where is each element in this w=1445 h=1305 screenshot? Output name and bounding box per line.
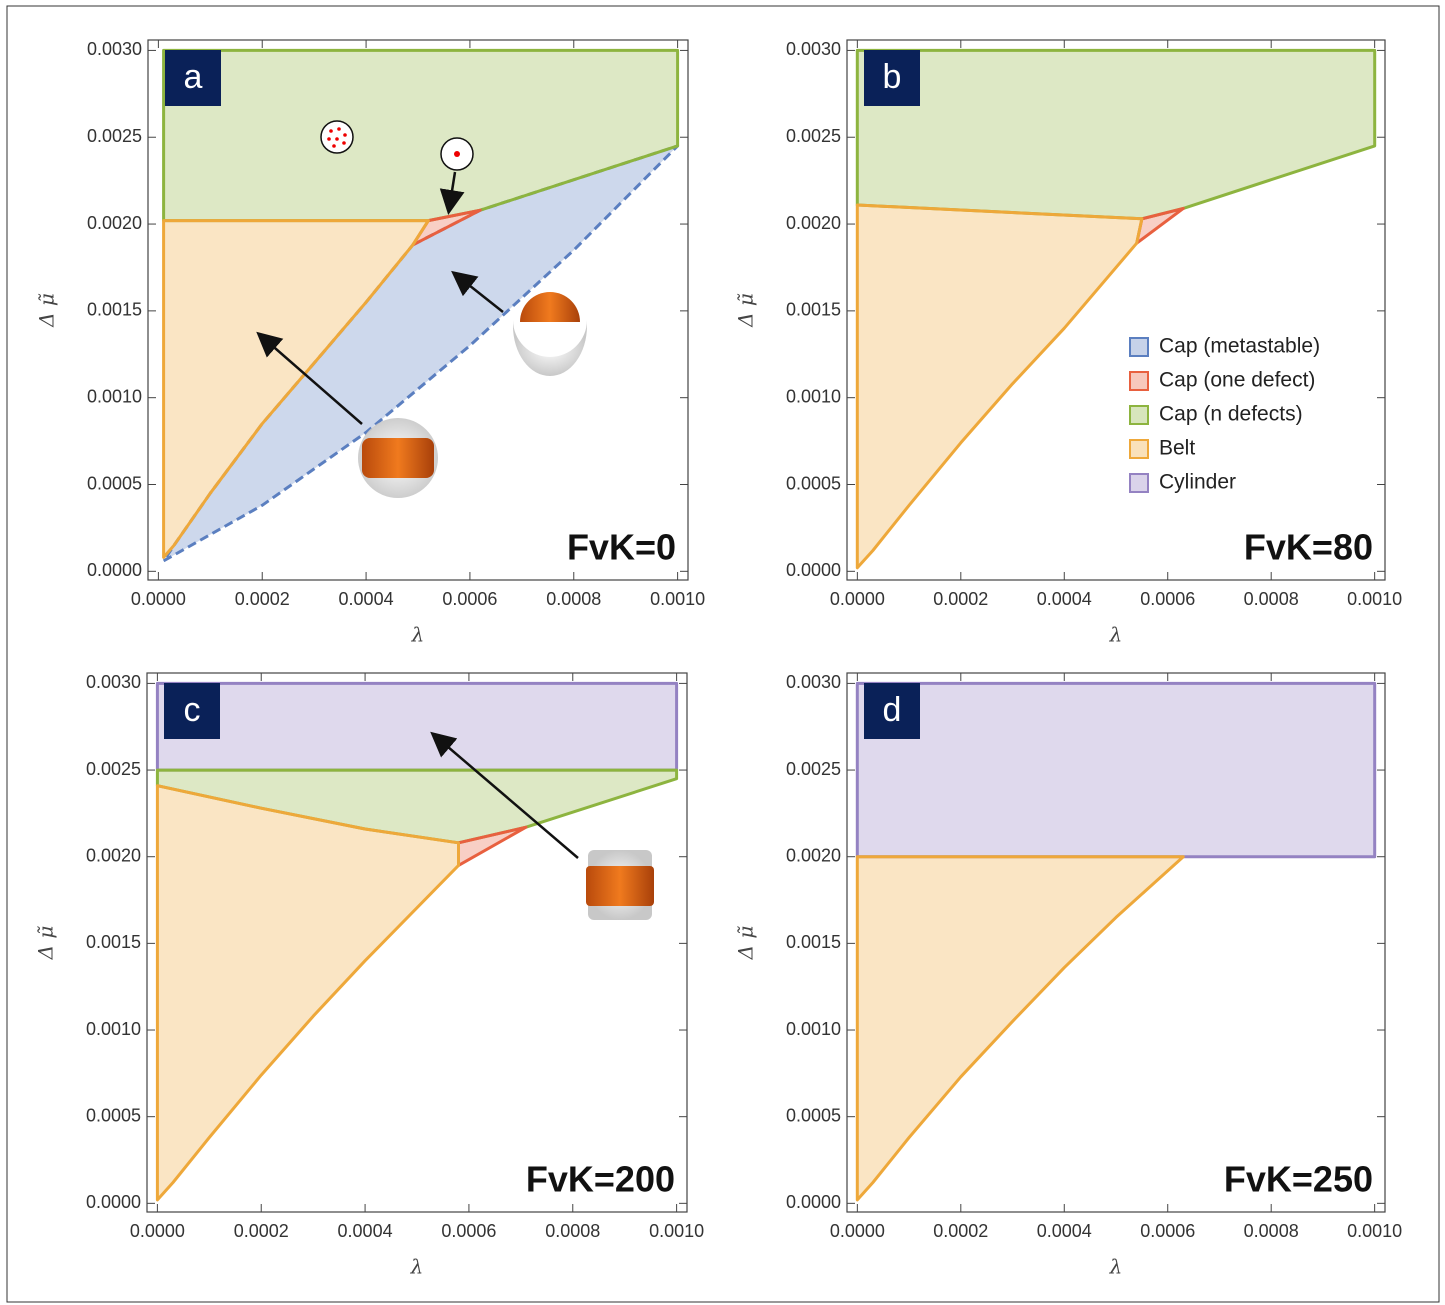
annotation: FvK=80 (1244, 527, 1373, 568)
x-tick-label: 0.0000 (130, 1221, 185, 1241)
y-tick-label: 0.0020 (86, 845, 141, 865)
legend-swatch (1130, 474, 1148, 492)
y-tick-label: 0.0005 (786, 473, 841, 493)
x-axis-label: λ (1109, 623, 1123, 647)
y-tick-label: 0.0010 (786, 386, 841, 406)
y-tick-label: 0.0000 (86, 1192, 141, 1212)
y-tick-label: 0.0030 (786, 672, 841, 692)
belt-inset (362, 438, 434, 478)
y-tick-label: 0.0030 (786, 39, 841, 59)
x-tick-label: 0.0002 (235, 589, 290, 609)
x-tick-label: 0.0010 (649, 1221, 704, 1241)
x-tick-label: 0.0006 (442, 589, 497, 609)
y-tick-label: 0.0015 (786, 932, 841, 952)
y-axis-label: Δ μ̃ (35, 293, 59, 328)
legend-label: Cap (n defects) (1159, 403, 1303, 426)
legend-label: Cap (one defect) (1159, 369, 1315, 392)
legend-swatch (1130, 440, 1148, 458)
x-tick-label: 0.0002 (933, 589, 988, 609)
x-axis-label: λ (411, 623, 425, 647)
belt-inset (586, 866, 654, 906)
phase-region (857, 857, 1183, 1200)
x-tick-label: 0.0004 (1037, 1221, 1092, 1241)
panel: 0.0000 0.0002 0.0004 0.0006 0.0008 0.0010 0.00… (35, 39, 706, 646)
y-tick-label: 0.0020 (786, 213, 841, 233)
panel: 0.0000 0.0002 0.0004 0.0006 0.0008 0.0010 0.00… (734, 39, 1403, 646)
y-tick-label: 0.0020 (786, 845, 841, 865)
y-tick-label: 0.0015 (87, 300, 142, 320)
legend-label: Belt (1159, 437, 1195, 460)
y-tick-label: 0.0010 (87, 386, 142, 406)
y-tick-label: 0.0005 (786, 1105, 841, 1125)
x-tick-label: 0.0000 (830, 589, 885, 609)
y-tick-label: 0.0000 (786, 1192, 841, 1212)
annotation: FvK=0 (567, 527, 676, 568)
x-tick-label: 0.0008 (546, 589, 601, 609)
annotation: FvK=200 (526, 1159, 675, 1200)
x-tick-label: 0.0010 (1347, 589, 1402, 609)
panel-label: d (883, 691, 902, 729)
x-tick-label: 0.0008 (1244, 589, 1299, 609)
panel-label: c (184, 691, 201, 729)
figure: 0.0000 0.0002 0.0004 0.0006 0.0008 0.0010 0.00… (0, 0, 1445, 1305)
x-tick-label: 0.0004 (338, 1221, 393, 1241)
x-tick-label: 0.0008 (1244, 1221, 1299, 1241)
y-tick-label: 0.0000 (786, 560, 841, 580)
y-axis-label: Δ μ̃ (34, 926, 58, 961)
x-tick-label: 0.0006 (1140, 589, 1195, 609)
hemisphere-inset (513, 320, 587, 376)
x-axis-label: λ (410, 1255, 424, 1279)
x-tick-label: 0.0000 (830, 1221, 885, 1241)
legend-swatch (1130, 338, 1148, 356)
defect-dot (454, 151, 460, 157)
panel: 0.0000 0.0002 0.0004 0.0006 0.0008 0.0010 0.00… (734, 672, 1403, 1278)
y-tick-label: 0.0015 (786, 300, 841, 320)
y-axis-label: Δ μ̃ (734, 293, 758, 328)
y-tick-label: 0.0005 (86, 1105, 141, 1125)
x-tick-label: 0.0004 (1037, 589, 1092, 609)
panel: 0.0000 0.0002 0.0004 0.0006 0.0008 0.0010 0.00… (34, 672, 705, 1278)
legend-label: Cap (metastable) (1159, 335, 1320, 358)
panel-label: a (184, 58, 203, 96)
y-tick-label: 0.0030 (86, 672, 141, 692)
y-tick-label: 0.0020 (87, 213, 142, 233)
plots: 0.0000 0.0002 0.0004 0.0006 0.0008 0.0010 0.00… (34, 39, 1403, 1278)
legend-swatch (1130, 406, 1148, 424)
x-tick-label: 0.0002 (933, 1221, 988, 1241)
phase-region (857, 205, 1142, 568)
phase-region (857, 683, 1374, 856)
y-tick-label: 0.0015 (86, 932, 141, 952)
x-tick-label: 0.0010 (1347, 1221, 1402, 1241)
x-tick-label: 0.0000 (131, 589, 186, 609)
x-axis-label: λ (1109, 1255, 1123, 1279)
y-tick-label: 0.0000 (87, 560, 142, 580)
y-tick-label: 0.0025 (86, 759, 141, 779)
y-tick-label: 0.0030 (87, 39, 142, 59)
x-tick-label: 0.0006 (1140, 1221, 1195, 1241)
phase-region (157, 786, 458, 1200)
x-tick-label: 0.0004 (339, 589, 394, 609)
phase-region (857, 50, 1374, 218)
y-tick-label: 0.0010 (786, 1019, 841, 1039)
y-tick-label: 0.0025 (786, 126, 841, 146)
x-tick-label: 0.0010 (650, 589, 705, 609)
annotation: FvK=250 (1224, 1159, 1373, 1200)
x-tick-label: 0.0008 (545, 1221, 600, 1241)
y-tick-label: 0.0005 (87, 473, 142, 493)
panel-label: b (883, 58, 902, 96)
x-tick-label: 0.0006 (441, 1221, 496, 1241)
y-tick-label: 0.0025 (786, 759, 841, 779)
phase-region (157, 683, 676, 770)
x-tick-label: 0.0002 (234, 1221, 289, 1241)
inset-icon (321, 121, 353, 153)
cap-inset (520, 292, 580, 322)
y-axis-label: Δ μ̃ (734, 926, 758, 961)
legend-label: Cylinder (1159, 471, 1236, 494)
y-tick-label: 0.0010 (86, 1019, 141, 1039)
y-tick-label: 0.0025 (87, 126, 142, 146)
legend-swatch (1130, 372, 1148, 390)
